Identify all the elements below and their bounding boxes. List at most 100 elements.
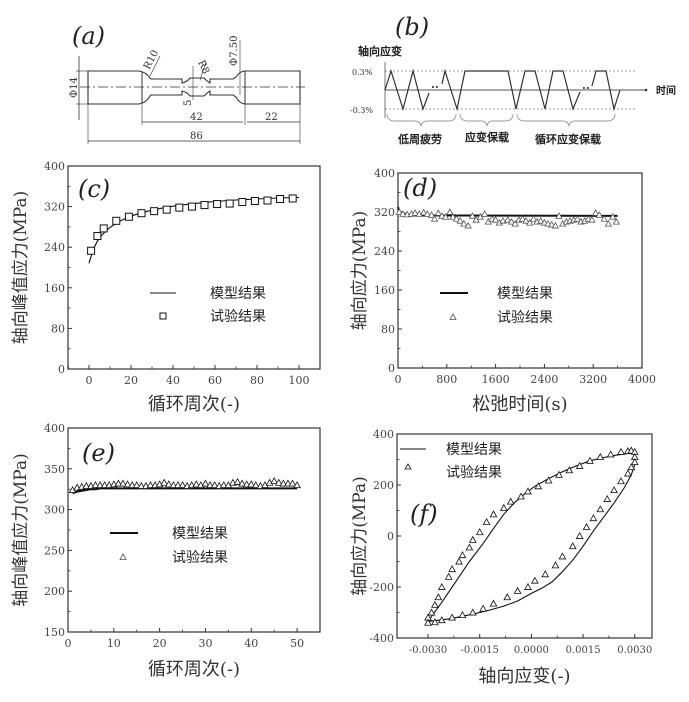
test-point-triangle	[489, 510, 498, 518]
dim-d14-text: Φ14	[69, 77, 80, 98]
test-point-triangle	[452, 215, 461, 222]
test-point-triangle	[284, 479, 292, 487]
test-point-triangle	[399, 210, 407, 217]
test-point-square	[250, 197, 259, 206]
test-point-triangle	[448, 565, 457, 573]
test-point-triangle	[589, 514, 598, 522]
y-tick-label: 320	[44, 201, 65, 214]
test-point-square	[99, 224, 108, 233]
x-tick-label: 4000	[628, 373, 656, 386]
test-point-square	[187, 202, 196, 211]
test-point-triangle	[475, 528, 484, 536]
y-tick-label: 200	[44, 585, 65, 598]
test-point-triangle	[588, 215, 596, 223]
test-point-triangle	[491, 215, 500, 223]
x-tick-label: 40	[166, 374, 180, 387]
test-point-triangle	[210, 481, 219, 489]
test-point-triangle	[449, 213, 457, 220]
panel-b-tick-neg: -0.3%	[350, 106, 373, 115]
test-point-triangle	[444, 572, 453, 580]
test-point-triangle	[565, 466, 574, 474]
test-point-square	[137, 209, 146, 218]
chart-e-peak-stress-vs-cycles: 150 200 250 300 350 400 0 10 20 30 40 50 循环周次(-) 轴向峰值…	[11, 422, 321, 680]
test-point-triangle	[468, 608, 477, 616]
y-tick-label: 0	[387, 530, 394, 543]
test-point-triangle	[517, 492, 525, 500]
test-point-square	[288, 194, 297, 203]
test-point-triangle	[431, 600, 439, 608]
test-point-triangle	[206, 481, 214, 489]
test-point-triangle	[82, 481, 91, 489]
test-point-triangle	[96, 481, 104, 489]
test-point-triangle	[582, 523, 591, 531]
test-point-triangle	[530, 576, 539, 584]
test-point-triangle	[427, 608, 436, 616]
test-point-triangle	[537, 216, 545, 224]
test-point-triangle	[247, 480, 256, 488]
test-point-square	[225, 199, 234, 208]
brace-hold	[459, 113, 514, 127]
test-point-triangle	[522, 216, 530, 224]
test-point-triangle	[274, 478, 283, 486]
test-point-triangle	[507, 217, 516, 225]
test-point-triangle	[464, 221, 472, 229]
x-tick-label: -0.0015	[461, 645, 499, 656]
x-tick-label: 800	[436, 373, 457, 386]
legend-model-label: 模型结果	[172, 526, 228, 542]
test-point-triangle	[513, 586, 522, 594]
y-tick-label: 160	[374, 284, 395, 297]
legend-test-label: 试验结果	[497, 310, 553, 326]
x-tick-label: 0.0000	[514, 645, 549, 656]
y-tick-label: 400	[374, 167, 395, 180]
legend-test-swatch	[159, 312, 167, 320]
test-point-triangle	[434, 593, 443, 601]
test-point-triangle	[424, 618, 432, 626]
test-point-triangle	[123, 480, 132, 488]
panel-label: (f)	[410, 500, 438, 528]
test-point-triangle	[456, 216, 464, 224]
test-point-triangle	[610, 486, 618, 494]
x-tick-label: 0	[395, 373, 402, 386]
test-point-triangle	[455, 557, 463, 565]
test-point-triangle	[437, 616, 446, 624]
panel-a-label: (a)	[72, 22, 105, 50]
dim-22-text: 22	[265, 112, 278, 123]
test-point-triangle	[430, 215, 439, 222]
x-tick-label: 3200	[579, 373, 607, 386]
test-point-triangle	[524, 582, 532, 590]
panel-label: (c)	[78, 175, 110, 203]
model-curve	[72, 487, 298, 495]
test-point-triangle	[465, 543, 474, 551]
test-point-triangle	[164, 480, 173, 488]
y-tick-label: 400	[373, 428, 394, 441]
strain-waveform-cyclic-hold	[515, 70, 581, 111]
y-axis-label: 轴向峰值应力(MPa)	[11, 191, 31, 344]
phase-label-hold: 应变保载	[465, 130, 509, 144]
x-tick-label: -0.0030	[409, 645, 447, 656]
test-point-triangle	[434, 209, 442, 216]
x-axis-label: 松弛时间(s)	[472, 394, 567, 415]
test-point-triangle	[100, 481, 109, 489]
dim-d750-text: Φ7.50	[229, 36, 240, 66]
chart-f-hysteresis-loop: -400 -200 0 200 400 -0.0030 -0.0015 0.0000 0.001…	[350, 428, 653, 687]
test-point-triangle	[114, 479, 123, 487]
test-point-triangle	[460, 219, 468, 227]
test-point-triangle	[555, 470, 563, 478]
brace-cyclic-hold	[516, 113, 616, 127]
panel-a-specimen-drawing: (a) Φ14 R10 R8 Φ7.50 5 42 22 86	[69, 22, 305, 144]
test-point-triangle	[504, 215, 512, 223]
y-tick-label: -200	[369, 581, 394, 594]
y-axis-label: 轴向峰值应力(MPa)	[11, 453, 31, 606]
panel-label: (e)	[82, 439, 115, 467]
y-tick-label: -400	[369, 632, 394, 645]
legend-test-swatch	[119, 553, 127, 560]
panel-b-dots-1: ..	[431, 78, 439, 91]
dim-r8-leader	[199, 61, 207, 81]
test-point-square	[150, 207, 159, 216]
test-point-square	[263, 196, 272, 205]
test-point-triangle	[146, 481, 155, 489]
y-tick-label: 0	[58, 363, 65, 376]
test-point-triangle	[468, 212, 477, 219]
test-point-triangle	[499, 503, 508, 511]
test-point-triangle	[499, 216, 507, 224]
